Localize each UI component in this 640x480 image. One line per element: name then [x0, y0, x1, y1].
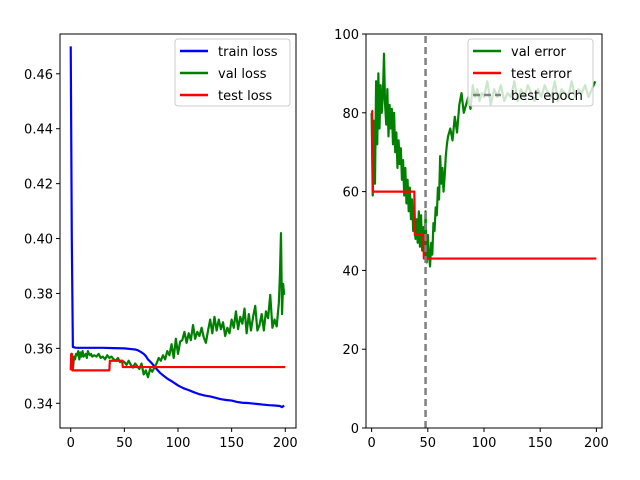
- loss-x-tick-label: 200: [273, 436, 298, 451]
- loss-x-tick-label: 100: [166, 436, 191, 451]
- loss-y-tick-label: 0.44: [24, 123, 53, 138]
- legend-label-train-loss: train loss: [218, 45, 278, 60]
- series-line-test-error: [371, 109, 597, 260]
- error-x-tick-label: 150: [528, 436, 553, 451]
- loss-lines: [69, 46, 286, 409]
- error-legend-box: [467, 38, 594, 107]
- series-line-train-loss: [69, 46, 285, 409]
- error-x-tick-label: 100: [472, 436, 497, 451]
- loss-y-tick-label: 0.42: [24, 178, 53, 193]
- loss-y-tick-label: 0.46: [24, 68, 53, 83]
- series-line-val-loss: [69, 231, 286, 379]
- loss-y-tick-label: 0.34: [24, 397, 53, 412]
- loss-y-tick-label: 0.38: [24, 287, 53, 302]
- loss-y-tick-label: 0.36: [24, 342, 53, 357]
- error-x-tick-label: 200: [584, 436, 609, 451]
- error-x-tick-label: 50: [420, 436, 437, 451]
- error-y-ticks: 0 20 40 60 80 100: [334, 28, 366, 437]
- loss-subplot: 0 50 100 150 200 0.34 0.36 0.38 0.40 0.42 0.44 0.4…: [24, 33, 298, 451]
- loss-x-tick-label: 150: [219, 436, 244, 451]
- error-y-tick-label: 0: [351, 422, 359, 437]
- loss-x-tick-label: 50: [116, 436, 133, 451]
- legend-label-val-error: val error: [511, 45, 567, 60]
- legend-label-val-loss: val loss: [218, 67, 267, 82]
- error-y-tick-label: 20: [342, 343, 359, 358]
- legend-label-test-error: test error: [511, 67, 572, 82]
- loss-legend: train loss val loss test loss: [174, 38, 291, 107]
- error-y-tick-label: 60: [342, 186, 359, 201]
- legend-label-test-loss: test loss: [218, 89, 272, 104]
- error-y-tick-label: 100: [334, 28, 359, 43]
- error-y-tick-label: 40: [342, 264, 359, 279]
- error-x-tick-label: 0: [367, 436, 375, 451]
- loss-x-tick-label: 0: [67, 436, 75, 451]
- series-line-test-loss: [69, 352, 286, 372]
- error-subplot: val error test error best epoch 0 50 100 15…: [334, 28, 609, 451]
- loss-y-tick-label: 0.40: [24, 233, 53, 248]
- loss-legend-box: [174, 38, 291, 107]
- legend-label-best-epoch: best epoch: [511, 89, 583, 104]
- loss-y-ticks: 0.34 0.36 0.38 0.40 0.42 0.44 0.46: [24, 68, 60, 412]
- loss-x-ticks: 0 50 100 150 200: [67, 428, 298, 451]
- error-x-ticks: 0 50 100 150 200: [367, 428, 609, 451]
- error-legend: val error test error best epoch: [467, 38, 594, 107]
- error-y-tick-label: 80: [342, 107, 359, 122]
